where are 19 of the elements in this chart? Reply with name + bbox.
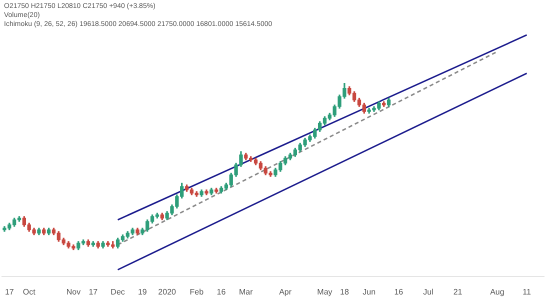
x-tick-label: 17 xyxy=(88,287,98,296)
x-tick-label: Jul xyxy=(423,287,434,296)
x-tick-label: 21 xyxy=(453,287,463,296)
x-tick-label: 17 xyxy=(4,287,14,296)
x-tick-label: 18 xyxy=(340,287,350,296)
x-tick-label: Nov xyxy=(66,287,81,296)
x-tick-label: 11 xyxy=(522,287,532,296)
x-tick-label: Aug xyxy=(490,287,504,296)
x-tick-label: Mar xyxy=(239,287,254,296)
x-tick-label: Feb xyxy=(190,287,204,296)
x-tick-label: 19 xyxy=(138,287,148,296)
x-tick-label: Oct xyxy=(22,287,36,296)
x-tick-label: Dec xyxy=(110,287,125,296)
x-tick-label: 16 xyxy=(394,287,404,296)
x-tick-label: 16 xyxy=(216,287,226,296)
x-tick-label: May xyxy=(317,287,332,296)
x-tick-label: 2020 xyxy=(158,287,177,296)
x-tick-label: Jun xyxy=(362,287,376,296)
x-tick-label: Apr xyxy=(279,287,292,296)
